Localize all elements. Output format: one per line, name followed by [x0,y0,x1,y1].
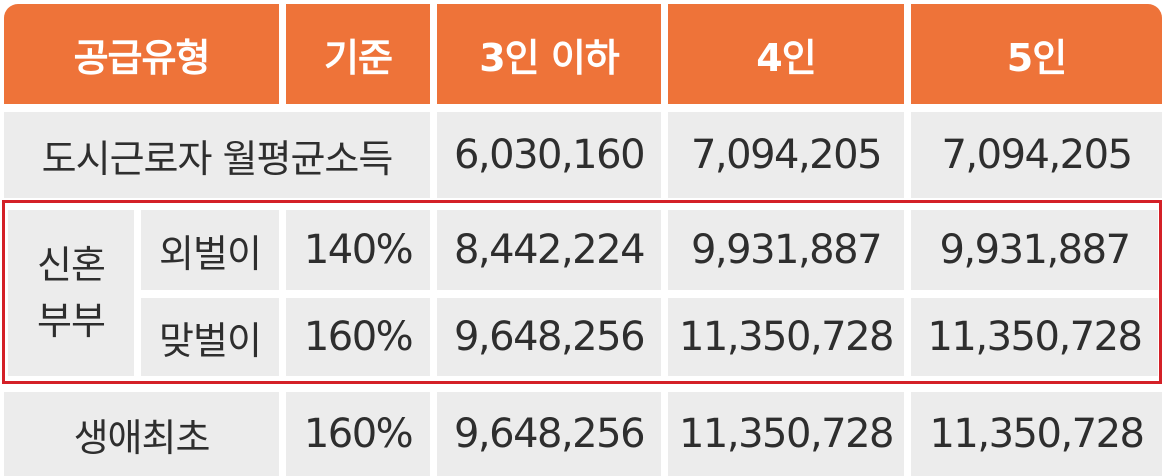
row-urban-income-5: 7,094,205 [911,112,1162,198]
row-newlywed-group-label: 신혼 부부 [8,210,134,376]
header-3-persons-or-less: 3인 이하 [437,4,661,104]
row-first-time-3: 9,648,256 [437,392,661,476]
row-dual-income-5: 11,350,728 [911,298,1158,376]
row-first-time-criterion: 160% [286,392,430,476]
row-urban-income-4: 7,094,205 [668,112,904,198]
row-dual-income-4: 11,350,728 [668,298,904,376]
row-single-income-3: 8,442,224 [437,210,661,290]
row-single-income-5: 9,931,887 [911,210,1158,290]
row-dual-income-3: 9,648,256 [437,298,661,376]
row-dual-income-criterion: 160% [286,298,430,376]
row-first-time-4: 11,350,728 [668,392,904,476]
row-first-time-label: 생애최초 [4,392,279,476]
row-first-time-5: 11,350,728 [911,392,1162,476]
row-urban-income-label: 도시근로자 월평균소득 [4,112,430,198]
row-single-income-criterion: 140% [286,210,430,290]
row-single-income-label: 외벌이 [141,210,279,290]
header-5-persons: 5인 [911,4,1162,104]
row-urban-income-3: 6,030,160 [437,112,661,198]
header-4-persons: 4인 [668,4,904,104]
newlywed-label-line2: 부부 [37,299,106,343]
newlywed-label-line1: 신혼 [37,243,106,287]
row-single-income-4: 9,931,887 [668,210,904,290]
row-dual-income-label: 맞벌이 [141,298,279,376]
header-criterion: 기준 [286,4,430,104]
header-supply-type: 공급유형 [4,4,279,104]
